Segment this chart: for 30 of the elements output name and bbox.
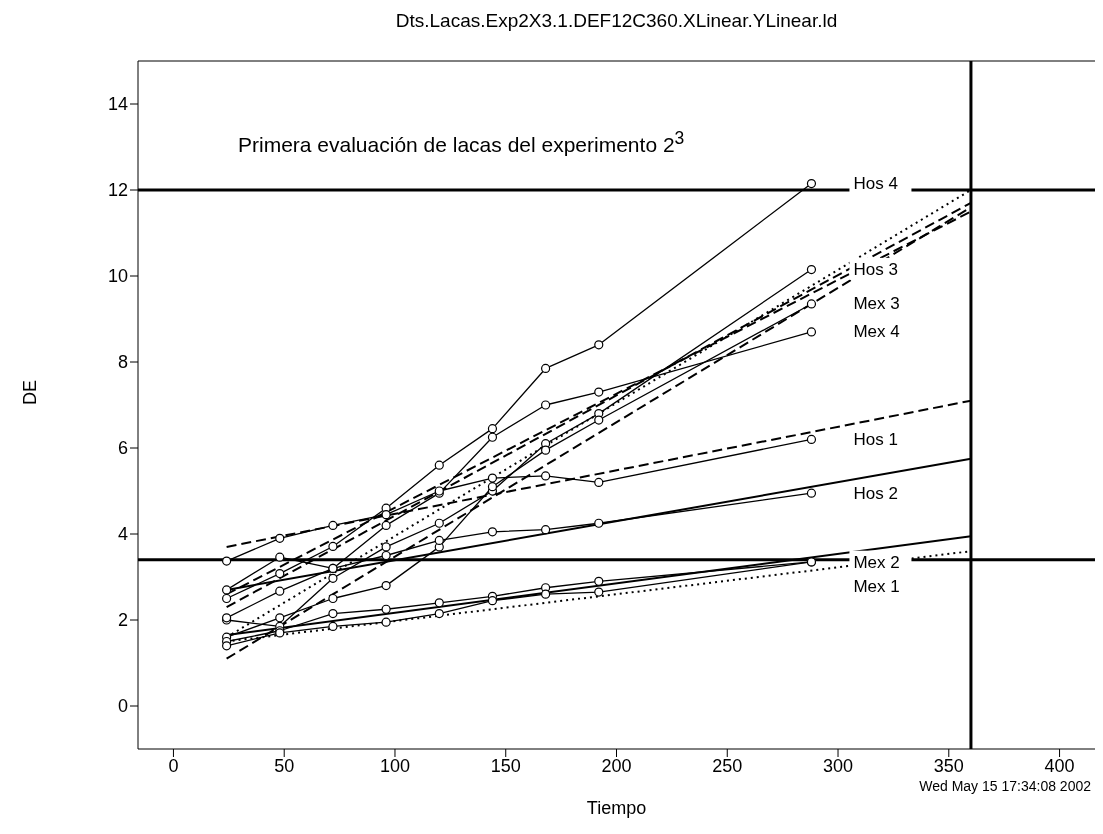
x-tick-label: 300 [823,755,854,776]
text: Mex 1 [853,576,900,596]
text: Mex 2 [853,552,900,572]
y-axis-title: DE [20,379,41,405]
text: Wed May 15 17:34:08 2002 [919,778,1091,794]
y-tick-label: 10 [107,266,128,287]
y-tick-label: 14 [107,94,128,115]
text: Hos 4 [853,173,898,193]
y-tick-label: 4 [117,524,128,545]
y-tick-label: 8 [117,352,128,373]
y-tick-label: 6 [117,438,128,459]
text: Hos 3 [853,259,898,279]
x-tick-label: 150 [490,755,521,776]
y-tick-label: 0 [117,696,128,717]
x-tick-label: 250 [712,755,743,776]
y-tick-label: 12 [107,180,128,201]
x-tick-label: 200 [601,755,632,776]
x-tick-label: 350 [933,755,964,776]
text: Hos 2 [853,483,898,503]
x-axis-title: Tiempo [585,798,648,819]
x-tick-label: 400 [1044,755,1075,776]
y-tick-label: 2 [117,610,128,631]
annotation: Primera evaluación de lacas del experimento 2$^{3}$ [238,128,685,157]
text: Mex 4 [853,322,900,342]
x-tick-label: 100 [379,755,410,776]
x-tick-label: 0 [168,755,179,776]
text: Mex 3 [853,294,900,314]
text: Hos 1 [853,429,898,449]
x-tick-label: 50 [274,755,295,776]
chart-title: Dts.Lacas.Exp2X3.1.DEF12C360.XLinear.YLinear.ld [394,10,839,32]
